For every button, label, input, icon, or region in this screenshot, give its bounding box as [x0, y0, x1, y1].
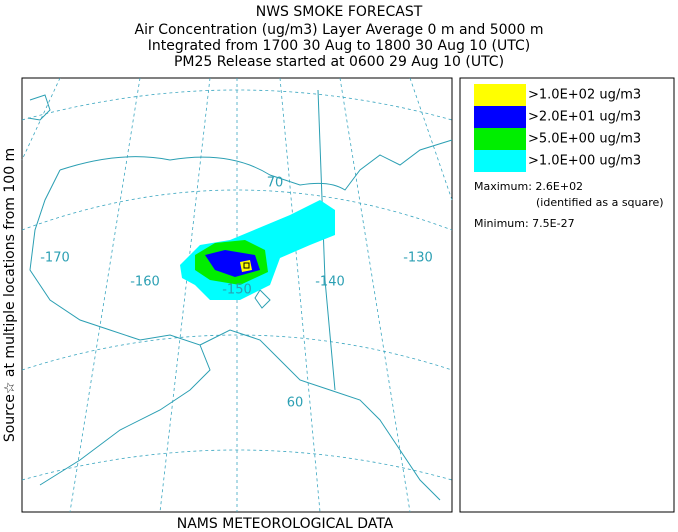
smoke-plume [180, 200, 335, 300]
map-label: -130 [403, 251, 433, 266]
legend-swatch [474, 106, 526, 128]
footer: NAMS METEOROLOGICAL DATA [177, 516, 394, 532]
title: NWS SMOKE FORECAST [256, 4, 423, 20]
legend-swatch [474, 150, 526, 172]
legend-label: >5.0E+00 ug/m3 [528, 132, 641, 147]
max-note: (identified as a square) [536, 196, 664, 209]
map-label: 70 [267, 176, 284, 191]
map-label: -150 [222, 283, 252, 298]
legend-swatch [474, 128, 526, 150]
maximum: Maximum: 2.6E+02 [474, 180, 583, 193]
map-label: -170 [40, 251, 70, 266]
subtitle: Integrated from 1700 30 Aug to 1800 30 A… [148, 38, 531, 54]
subtitle: PM25 Release started at 0600 29 Aug 10 (… [174, 54, 504, 70]
legend-frame [459, 77, 675, 513]
coastline [27, 89, 453, 501]
map-label: 60 [287, 396, 304, 411]
map-label: -160 [130, 275, 160, 290]
subtitle: Air Concentration (ug/m3) Layer Average … [135, 22, 544, 38]
side-label: Source☆ at multiple locations from 100 m [2, 148, 18, 442]
legend-label: >2.0E+01 ug/m3 [528, 110, 641, 125]
legend-label: >1.0E+00 ug/m3 [528, 154, 641, 169]
legend-label: >1.0E+02 ug/m3 [528, 88, 641, 103]
map-label: -140 [315, 275, 345, 290]
legend-swatch [474, 84, 526, 106]
minimum: Minimum: 7.5E-27 [474, 217, 575, 230]
